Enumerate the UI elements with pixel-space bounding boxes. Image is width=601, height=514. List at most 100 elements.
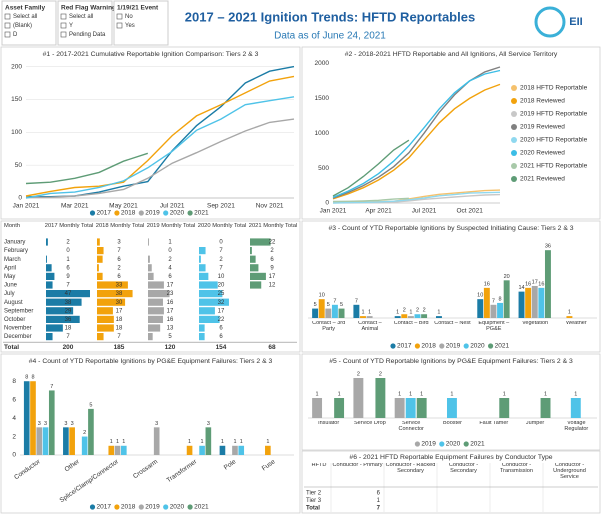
series-line bbox=[26, 118, 295, 198]
bar-value-label: 1 bbox=[240, 439, 243, 445]
table-bar bbox=[148, 264, 152, 272]
bar-value-label: 1 bbox=[368, 310, 371, 316]
table-bar bbox=[250, 238, 271, 246]
x-tick-label: Sep 2021 bbox=[207, 203, 235, 210]
month-label: August bbox=[4, 300, 23, 306]
table-value: 18 bbox=[65, 326, 72, 332]
bar-value-label: 2 bbox=[423, 308, 426, 314]
bar bbox=[499, 398, 510, 418]
bar bbox=[312, 308, 319, 318]
x-tick-label: Service Connector bbox=[398, 421, 424, 432]
table-value: 17 bbox=[167, 283, 174, 289]
bar bbox=[525, 287, 532, 318]
total-value: 200 bbox=[63, 344, 74, 351]
table-value: 6 bbox=[270, 257, 274, 263]
legend-label: 2021 bbox=[470, 441, 485, 448]
x-tick-label: Nov 2021 bbox=[256, 203, 284, 210]
table-value: 32 bbox=[218, 300, 225, 306]
table-bar bbox=[46, 264, 52, 272]
legend-label: 2018 bbox=[121, 504, 136, 511]
legend-label: 2019 HFTD Reportable bbox=[520, 111, 588, 118]
bar bbox=[497, 302, 504, 318]
table-value: 17 bbox=[116, 308, 123, 314]
bar bbox=[265, 445, 271, 455]
table-value: 29 bbox=[65, 308, 72, 314]
bar bbox=[394, 316, 401, 318]
bar-value-label: 1 bbox=[450, 391, 453, 397]
legend-label: 2017 bbox=[97, 504, 112, 511]
bar bbox=[325, 308, 332, 318]
month-label: December bbox=[4, 334, 32, 340]
bar bbox=[414, 314, 421, 318]
legend-swatch bbox=[187, 210, 193, 216]
table-bar bbox=[46, 272, 55, 280]
legend-label: 2020 Reviewed bbox=[520, 150, 565, 157]
legend-label: 2021 Reviewed bbox=[520, 176, 565, 183]
column-header-box: Conductor - Transmission bbox=[500, 463, 533, 474]
bar bbox=[405, 398, 416, 418]
table-bar bbox=[148, 315, 163, 323]
filter-box bbox=[1, 0, 57, 46]
bar-value-label: 1 bbox=[188, 439, 191, 445]
bar-value-label: 10 bbox=[319, 293, 325, 299]
table-value: 7 bbox=[117, 334, 121, 340]
table-value: 6 bbox=[219, 334, 223, 340]
x-tick-label: Mar 2021 bbox=[61, 203, 89, 210]
bar-value-label: 1 bbox=[437, 310, 440, 316]
y-tick-label: 0 bbox=[325, 200, 329, 207]
total-value: 154 bbox=[216, 344, 227, 351]
bar bbox=[205, 427, 212, 455]
chart-title: #2 - 2018-2021 HFTD Reportable and All I… bbox=[345, 51, 558, 58]
month-label: February bbox=[4, 248, 28, 254]
column-header: HFTD bbox=[311, 463, 327, 468]
x-tick-label: Insulator bbox=[318, 421, 340, 426]
table-value: 25 bbox=[218, 291, 225, 297]
bar bbox=[219, 445, 226, 455]
bar-value-label: 1 bbox=[396, 310, 399, 316]
bar-value-label: 1 bbox=[361, 310, 364, 316]
cell-value: 1 bbox=[377, 498, 381, 504]
legend-swatch bbox=[439, 343, 445, 349]
legend-label: 2021 bbox=[194, 504, 209, 511]
page-subtitle: Data as of June 24, 2021 bbox=[274, 31, 386, 42]
filter-option: (Blank) bbox=[13, 23, 32, 29]
column-header-box: Month bbox=[4, 223, 20, 229]
y-tick-label: 100 bbox=[11, 129, 22, 136]
table-value: 12 bbox=[269, 283, 276, 289]
bar-value-label: 16 bbox=[484, 281, 490, 287]
x-tick-label-box: Booster bbox=[443, 421, 462, 426]
table-value: 13 bbox=[167, 326, 174, 332]
table-value: 17 bbox=[167, 308, 174, 314]
chart-title: #4 - Count of YTD Reportable Ignitions b… bbox=[29, 358, 273, 365]
bar-value-label: 8 bbox=[25, 375, 28, 381]
bar bbox=[108, 445, 115, 455]
month-label: November bbox=[4, 326, 32, 332]
table-value: 1 bbox=[168, 240, 172, 246]
table-bar bbox=[199, 333, 205, 341]
table-value: 9 bbox=[270, 265, 274, 271]
bar-value-label: 5 bbox=[89, 402, 92, 408]
x-tick-label-box: Service Connector bbox=[398, 421, 424, 432]
legend-label: 2019 Reviewed bbox=[520, 124, 565, 131]
chart-title: #5 - Count of YTD Reportable Ignitions b… bbox=[329, 358, 573, 365]
bar bbox=[477, 299, 484, 318]
table-title: #6 - 2021 HFTD Reportable Equipment Fail… bbox=[349, 454, 552, 461]
table-bar bbox=[250, 264, 259, 272]
table-bar bbox=[199, 264, 206, 272]
total-value: 185 bbox=[114, 344, 125, 351]
table-bar bbox=[199, 272, 209, 280]
column-header-box: Conductor - Primary bbox=[332, 463, 382, 468]
row-label: Tier 2 bbox=[306, 491, 322, 497]
legend-label: 2020 bbox=[446, 441, 461, 448]
bar bbox=[483, 287, 490, 318]
bar-value-label: 1 bbox=[110, 439, 113, 445]
bar bbox=[318, 299, 325, 318]
bar-value-label: 1 bbox=[568, 310, 571, 316]
filter-option: Select all bbox=[13, 14, 37, 20]
x-tick-label: Jul 2021 bbox=[160, 203, 185, 210]
table-bar bbox=[97, 264, 99, 272]
filter-title: 1/19/21 Event bbox=[117, 5, 159, 12]
table-value: 0 bbox=[219, 240, 223, 246]
table-value: 16 bbox=[167, 300, 174, 306]
table-bar bbox=[148, 238, 149, 246]
